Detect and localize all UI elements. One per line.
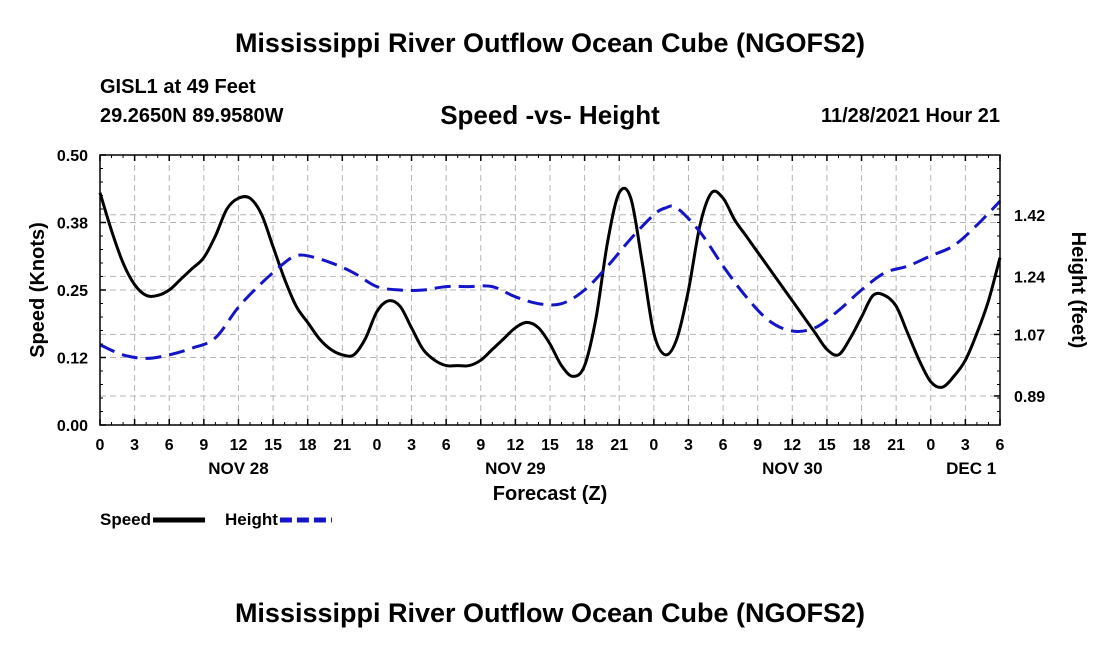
x-tick-label: 18	[299, 437, 317, 454]
x-tick-label: 6	[165, 437, 174, 454]
x-tick-label: 21	[887, 437, 905, 454]
x-tick-label: 6	[442, 437, 451, 454]
x-axis-label: Forecast (Z)	[493, 483, 607, 505]
x-day-label: DEC 1	[946, 459, 996, 478]
footer-title: Mississippi River Outflow Ocean Cube (NG…	[234, 598, 866, 628]
y-axis-left-label: Speed (Knots)	[27, 222, 49, 358]
x-tick-label: 6	[719, 437, 728, 454]
height-series-line	[99, 200, 1002, 360]
y-right-tick-label: 1.24	[1014, 269, 1045, 286]
x-tick-label: 9	[476, 437, 485, 454]
y-left-tick-label: 0.38	[57, 216, 88, 233]
y-right-tick-label: 1.42	[1014, 208, 1045, 225]
x-tick-label: 15	[541, 437, 559, 454]
y-left-tick-label: 0.25	[57, 283, 88, 300]
legend: Speed Height	[100, 510, 332, 529]
y-left-tick-label: 0.50	[57, 148, 88, 165]
x-day-label: NOV 30	[762, 459, 822, 478]
grid-lines	[100, 155, 1000, 425]
y-right-tick-label: 1.07	[1014, 327, 1045, 344]
series-layer	[98, 186, 1002, 389]
x-tick-label: 12	[506, 437, 524, 454]
chart-subtitle: Speed -vs- Height	[440, 100, 660, 130]
station-label: GISL1 at 49 Feet	[100, 76, 256, 98]
x-tick-label: 21	[610, 437, 628, 454]
x-day-label: NOV 29	[485, 459, 545, 478]
legend-label: Speed	[100, 510, 151, 529]
x-tick-label: 18	[576, 437, 594, 454]
x-tick-label: 0	[96, 437, 105, 454]
y-axis-right-label: Height (feet)	[1067, 232, 1089, 349]
x-tick-label: 3	[130, 437, 139, 454]
y-right-tick-label: 0.89	[1014, 389, 1045, 406]
y-left-tick-label: 0.12	[57, 351, 88, 368]
x-tick-label: 3	[961, 437, 970, 454]
x-tick-label: 21	[333, 437, 351, 454]
legend-label: Height	[225, 510, 278, 529]
x-tick-label: 3	[684, 437, 693, 454]
forecast-datetime: 11/28/2021 Hour 21	[820, 105, 1000, 127]
x-tick-label: 3	[407, 437, 416, 454]
x-tick-label: 9	[753, 437, 762, 454]
x-tick-label: 0	[649, 437, 658, 454]
x-tick-label: 0	[926, 437, 935, 454]
x-tick-label: 0	[372, 437, 381, 454]
x-tick-label: 12	[230, 437, 248, 454]
x-tick-label: 15	[818, 437, 836, 454]
x-tick-label: 15	[264, 437, 282, 454]
station-coordinates: 29.2650N 89.9580W	[100, 105, 284, 127]
axes: 0 3 6 9 12 15 18 21 0 3 6 9 12 15 18 21 0 3 6 9 12 15 18 21 0 3 6 N…	[57, 148, 1045, 478]
x-tick-label: 12	[783, 437, 801, 454]
x-day-label: NOV 28	[208, 459, 268, 478]
y-left-tick-label: 0.00	[57, 418, 88, 435]
chart-title: Mississippi River Outflow Ocean Cube (NG…	[234, 28, 866, 58]
x-tick-label: 9	[199, 437, 208, 454]
x-tick-label: 18	[853, 437, 871, 454]
x-tick-label: 6	[996, 437, 1005, 454]
speed-series-line	[98, 186, 1002, 389]
